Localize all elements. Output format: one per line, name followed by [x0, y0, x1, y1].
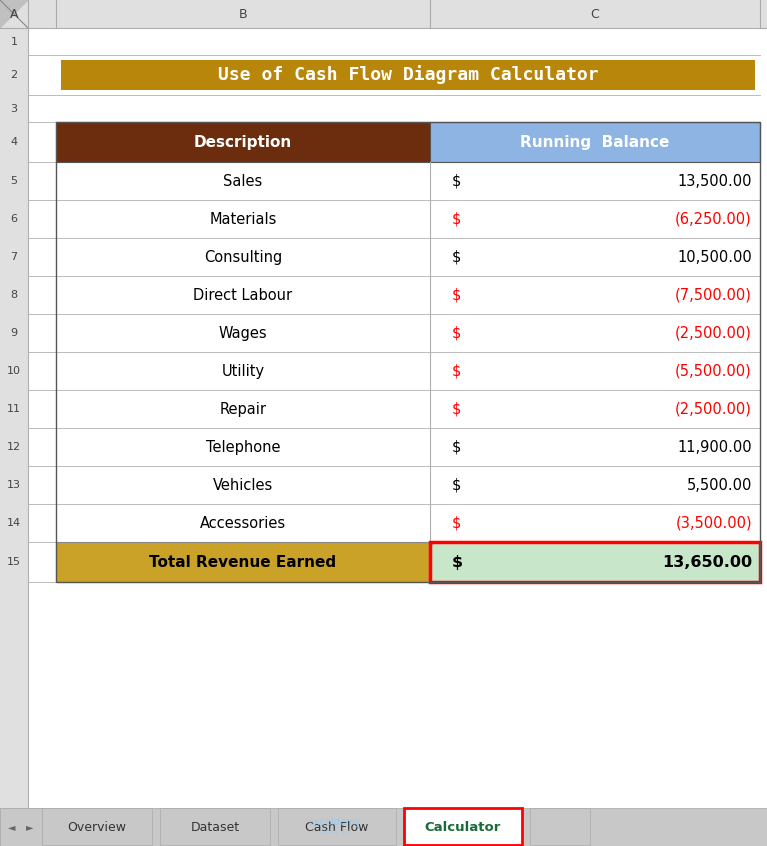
Text: Wages: Wages	[219, 326, 268, 340]
Text: $: $	[452, 288, 462, 303]
Bar	[404, 808, 522, 845]
Text: (6,250.00): (6,250.00)	[675, 212, 752, 227]
Bar	[56, 122, 760, 582]
Text: Utility: Utility	[222, 364, 265, 378]
Bar	[0, 0, 767, 28]
Text: Overview: Overview	[67, 821, 127, 833]
Text: $: $	[452, 212, 462, 227]
Bar	[0, 28, 28, 808]
Text: 12: 12	[7, 442, 21, 452]
Text: $: $	[452, 477, 462, 492]
Polygon shape	[0, 0, 28, 28]
Text: $: $	[452, 554, 463, 569]
Text: DATA  BI: DATA BI	[321, 829, 350, 835]
Text: Dataset: Dataset	[190, 821, 239, 833]
Bar	[0, 808, 767, 846]
Text: (5,500.00): (5,500.00)	[675, 364, 752, 378]
Text: ◄: ◄	[8, 822, 16, 832]
Bar	[61, 60, 755, 90]
Text: 13,650.00: 13,650.00	[662, 554, 752, 569]
Bar	[56, 390, 760, 428]
Text: Repair: Repair	[219, 402, 266, 416]
Text: 9: 9	[11, 328, 18, 338]
Text: 14: 14	[7, 518, 21, 528]
Text: 1: 1	[11, 36, 18, 47]
Text: $: $	[452, 440, 462, 454]
Text: 8: 8	[11, 290, 18, 300]
Text: (2,500.00): (2,500.00)	[675, 326, 752, 340]
Bar	[430, 542, 760, 582]
Text: 2: 2	[11, 70, 18, 80]
Text: 13,500.00: 13,500.00	[677, 173, 752, 189]
Text: Use of Cash Flow Diagram Calculator: Use of Cash Flow Diagram Calculator	[218, 65, 598, 85]
Bar	[56, 162, 760, 200]
Text: 5,500.00: 5,500.00	[686, 477, 752, 492]
Text: ►: ►	[26, 822, 34, 832]
Text: Consulting: Consulting	[204, 250, 282, 265]
Text: Running  Balance: Running Balance	[520, 135, 670, 150]
Text: 11: 11	[7, 404, 21, 414]
Text: 15: 15	[7, 557, 21, 567]
Bar	[160, 808, 270, 845]
Text: Calculator: Calculator	[425, 821, 501, 833]
Text: Direct Labour: Direct Labour	[193, 288, 292, 303]
Bar	[0, 808, 42, 846]
Text: A: A	[10, 8, 18, 20]
Text: Vehicles: Vehicles	[213, 477, 273, 492]
Text: 10: 10	[7, 366, 21, 376]
Bar	[42, 808, 152, 845]
Text: $: $	[452, 250, 462, 265]
Text: (2,500.00): (2,500.00)	[675, 402, 752, 416]
Text: 5: 5	[11, 176, 18, 186]
Text: 6: 6	[11, 214, 18, 224]
Text: $: $	[452, 515, 462, 530]
Text: 7: 7	[11, 252, 18, 262]
Text: 13: 13	[7, 480, 21, 490]
Bar	[56, 200, 760, 238]
Text: 4: 4	[11, 137, 18, 147]
Text: B: B	[239, 8, 247, 20]
Text: $: $	[452, 364, 462, 378]
Bar	[56, 122, 430, 162]
Bar	[56, 352, 760, 390]
Bar	[530, 808, 590, 845]
Text: (7,500.00): (7,500.00)	[675, 288, 752, 303]
Bar	[430, 122, 760, 162]
Bar	[278, 808, 396, 845]
Text: $: $	[452, 173, 462, 189]
Text: Total Revenue Earned: Total Revenue Earned	[150, 554, 337, 569]
Text: $: $	[452, 402, 462, 416]
Text: Accessories: Accessories	[200, 515, 286, 530]
Text: C: C	[591, 8, 599, 20]
Text: Materials: Materials	[209, 212, 277, 227]
Text: Sales: Sales	[223, 173, 262, 189]
Bar	[56, 276, 760, 314]
Bar	[56, 238, 760, 276]
Text: Cash Flow: Cash Flow	[305, 821, 369, 833]
Text: Description: Description	[194, 135, 292, 150]
Bar	[56, 466, 760, 504]
Text: 3: 3	[11, 103, 18, 113]
Bar	[56, 428, 760, 466]
Text: Telephone: Telephone	[206, 440, 280, 454]
Bar	[56, 314, 760, 352]
Text: exceldemy: exceldemy	[308, 817, 361, 827]
Bar	[56, 504, 760, 542]
Text: (3,500.00): (3,500.00)	[676, 515, 752, 530]
Text: 10,500.00: 10,500.00	[677, 250, 752, 265]
Bar	[56, 542, 430, 582]
Text: $: $	[452, 326, 462, 340]
Text: 11,900.00: 11,900.00	[677, 440, 752, 454]
